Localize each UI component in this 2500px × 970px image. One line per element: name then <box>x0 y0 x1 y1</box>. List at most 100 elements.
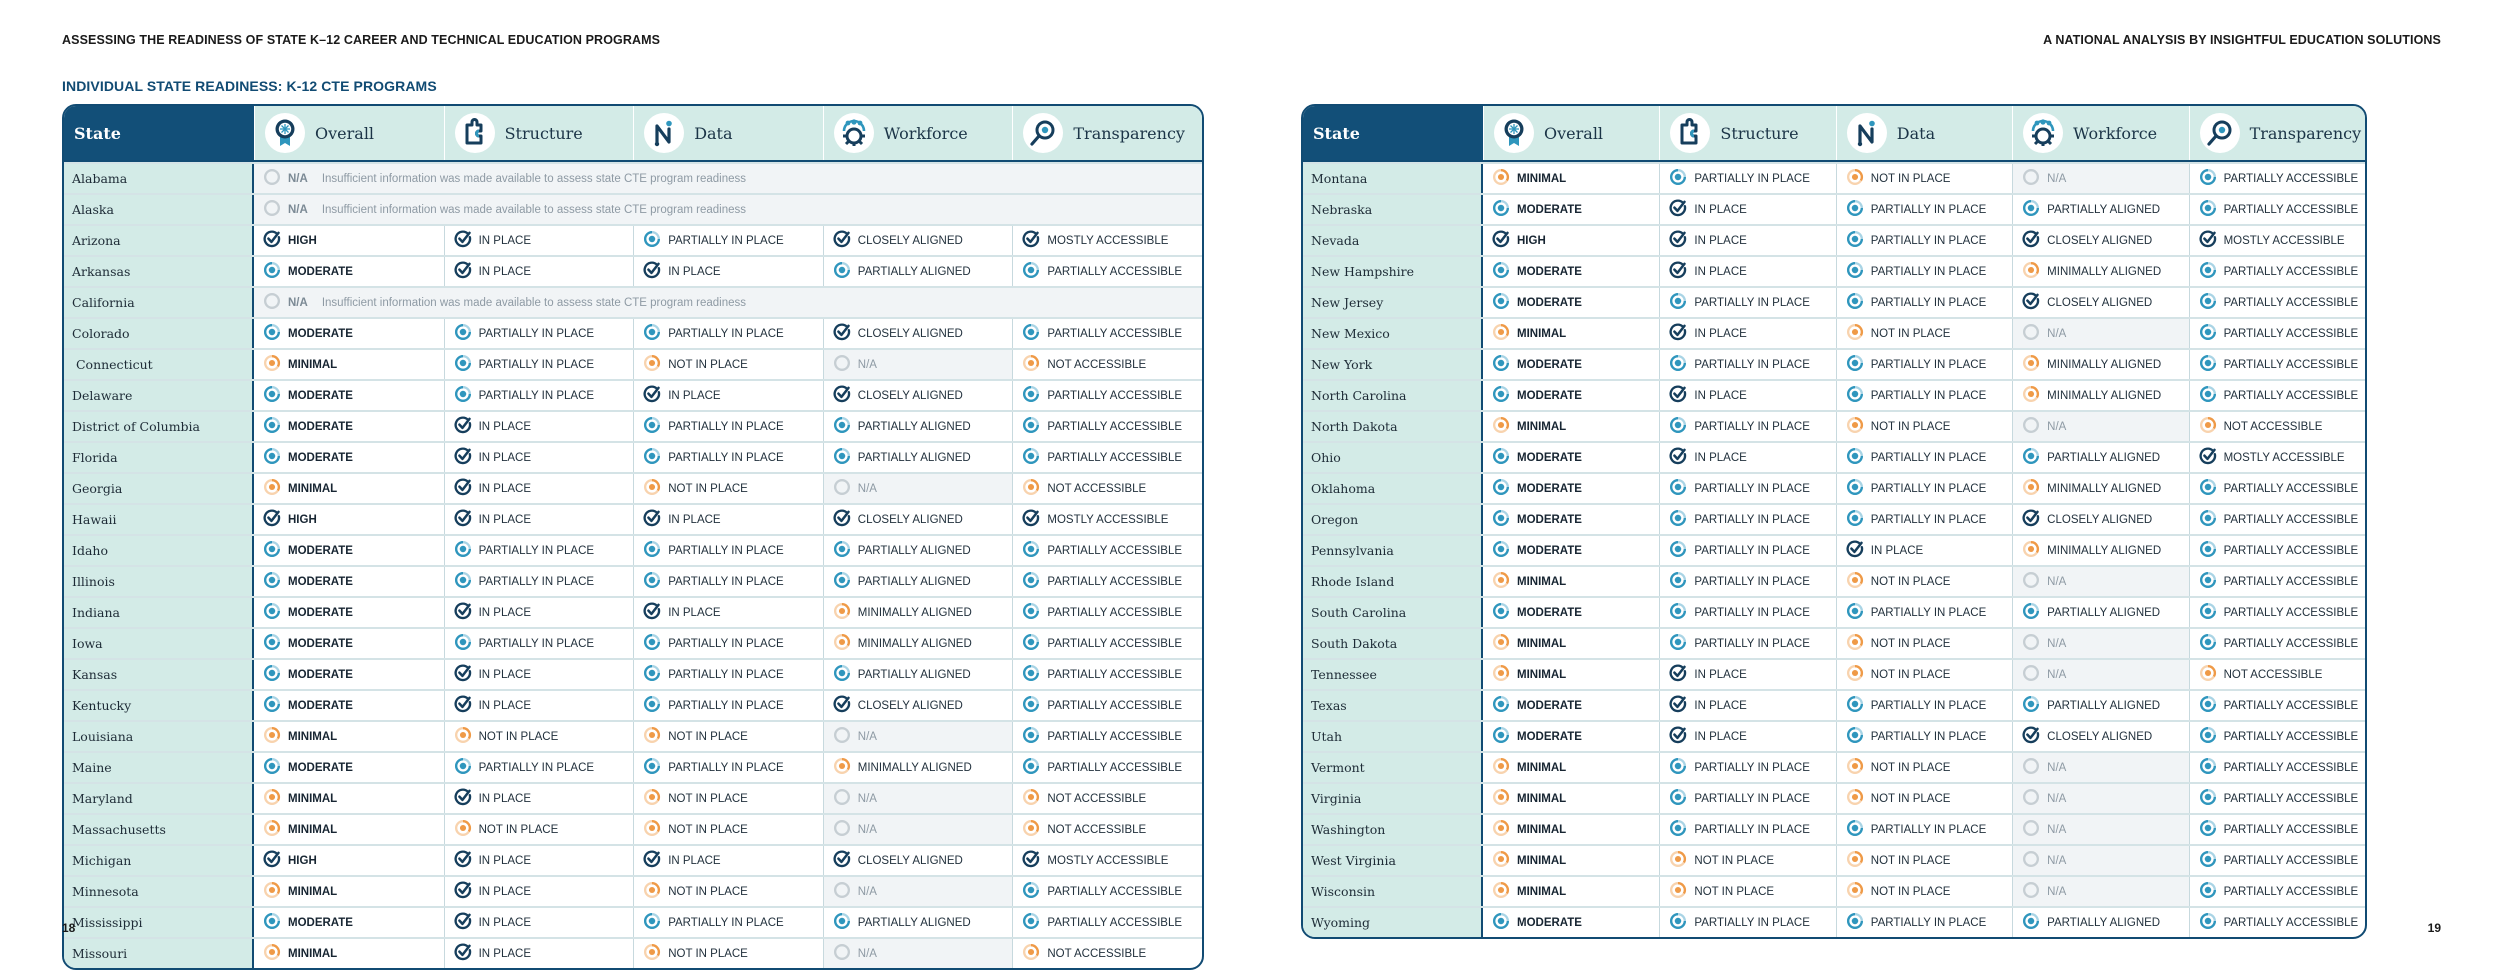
rating-label: PARTIALLY IN PLACE <box>1870 203 1987 216</box>
rating-cell-data: PARTIALLY IN PLACE <box>1835 691 2012 720</box>
rating-label: N/A <box>2047 854 2067 867</box>
rating-cell-data: NOT IN PLACE <box>1835 753 2012 782</box>
blue-ring-icon <box>1492 726 1510 747</box>
rating-cell-workforce: PARTIALLY ALIGNED <box>822 443 1013 472</box>
rating-label: NOT IN PLACE <box>668 482 748 495</box>
rating-cell-overall: HIGH <box>254 505 444 534</box>
table-row: Wyoming MODERATE PARTIALLY IN PLACE PARTIAL… <box>1303 906 2365 937</box>
rating-label: MINIMALLY ALIGNED <box>857 637 972 650</box>
rating-cell-data: PARTIALLY IN PLACE <box>1835 722 2012 751</box>
blue-ring-icon <box>2022 447 2040 468</box>
table-row: Florida MODERATE IN PLACE PARTIALLY IN PLAC… <box>64 441 1202 472</box>
rating-label: IN PLACE <box>1694 699 1747 712</box>
empty-ring-icon <box>833 943 851 964</box>
rating-label: MINIMAL <box>288 358 338 371</box>
empty-ring-icon <box>2022 664 2040 685</box>
orange-ring-icon <box>263 819 281 840</box>
rating-cell-structure: PARTIALLY IN PLACE <box>443 629 634 658</box>
rating-label: PARTIALLY ALIGNED <box>857 544 971 557</box>
rating-cell-data: PARTIALLY IN PLACE <box>1835 257 2012 286</box>
rating-cell-overall: MODERATE <box>1483 257 1659 286</box>
state-name: California <box>64 288 254 317</box>
blue-ring-icon <box>263 261 281 282</box>
rating-label: PARTIALLY IN PLACE <box>1870 482 1987 495</box>
blue-ring-icon <box>1846 509 1864 530</box>
orange-ring-icon <box>1492 633 1510 654</box>
state-name: Connecticut <box>64 350 254 379</box>
blue-ring-icon <box>2199 726 2217 747</box>
blue-ring-icon <box>1846 230 1864 251</box>
rating-cell-structure: PARTIALLY IN PLACE <box>1659 474 1835 503</box>
na-label: N/A <box>288 172 308 185</box>
rating-label: N/A <box>857 482 877 495</box>
orange-ring-icon <box>1022 478 1040 499</box>
blue-ring-icon <box>643 571 661 592</box>
rating-cell-data: NOT IN PLACE <box>633 474 823 503</box>
running-head-right: A NATIONAL ANALYSIS BY INSIGHTFUL EDUCAT… <box>2043 33 2441 47</box>
rating-label: MOSTLY ACCESSIBLE <box>2223 451 2345 464</box>
blue-ring-icon <box>454 385 472 406</box>
state-column-header: State <box>64 106 254 160</box>
table-row: North Carolina MODERATE IN PLACE PARTIALLY … <box>1303 379 2365 410</box>
state-name: Ohio <box>1303 443 1483 472</box>
rating-label: PARTIALLY ACCESSIBLE <box>1047 916 1183 929</box>
orange-ring-icon <box>1669 881 1687 902</box>
table-row: Iowa MODERATE PARTIALLY IN PLACE PARTIALLY … <box>64 627 1202 658</box>
rating-label: MINIMAL <box>1517 854 1567 867</box>
rating-label: MINIMAL <box>288 823 338 836</box>
rating-cell-structure: PARTIALLY IN PLACE <box>1659 288 1835 317</box>
state-name: Colorado <box>64 319 254 348</box>
rating-cell-structure: IN PLACE <box>443 226 634 255</box>
rating-label: NOT IN PLACE <box>1694 885 1775 898</box>
rating-cell-workforce: CLOSELY ALIGNED <box>2012 722 2188 751</box>
state-name: Michigan <box>64 846 254 875</box>
rating-label: PARTIALLY IN PLACE <box>1870 265 1987 278</box>
rating-label: N/A <box>2047 637 2067 650</box>
check-icon <box>454 261 472 282</box>
check-icon <box>454 881 472 902</box>
rating-cell-transparency: PARTIALLY ACCESSIBLE <box>2188 288 2365 317</box>
rating-label: PARTIALLY ACCESSIBLE <box>2223 792 2359 805</box>
rating-label: CLOSELY ALIGNED <box>2047 296 2153 309</box>
rating-label: MINIMAL <box>1517 668 1567 681</box>
check-icon <box>454 447 472 468</box>
rating-label: PARTIALLY IN PLACE <box>1870 234 1987 247</box>
check-icon <box>833 323 851 344</box>
rating-cell-workforce: MINIMALLY ALIGNED <box>822 598 1013 627</box>
page-number-left: 18 <box>62 921 76 935</box>
column-header-label: Transparency <box>2249 123 2362 143</box>
blue-ring-icon <box>2199 261 2217 282</box>
blue-ring-icon <box>2199 881 2217 902</box>
rating-cell-workforce: MINIMALLY ALIGNED <box>2012 474 2188 503</box>
blue-ring-icon <box>2199 509 2217 530</box>
rating-cell-transparency: PARTIALLY ACCESSIBLE <box>1012 381 1202 410</box>
blue-ring-icon <box>643 447 661 468</box>
rating-cell-data: IN PLACE <box>633 846 823 875</box>
rating-label: MODERATE <box>1517 203 1582 216</box>
rating-label: PARTIALLY IN PLACE <box>668 916 784 929</box>
empty-ring-icon <box>2022 416 2040 437</box>
rating-cell-structure: NOT IN PLACE <box>1659 877 1835 906</box>
orange-ring-icon <box>643 788 661 809</box>
blue-ring-icon <box>2022 199 2040 220</box>
rating-label: IN PLACE <box>1694 389 1747 402</box>
rating-label: MINIMAL <box>288 792 338 805</box>
state-name: Virginia <box>1303 784 1483 813</box>
check-icon <box>263 850 281 871</box>
orange-ring-icon <box>2022 540 2040 561</box>
rating-cell-overall: MODERATE <box>1483 691 1659 720</box>
rating-label: MODERATE <box>288 451 353 464</box>
rating-label: IN PLACE <box>1694 668 1747 681</box>
rating-label: PARTIALLY ACCESSIBLE <box>2223 482 2359 495</box>
rating-label: PARTIALLY IN PLACE <box>668 699 784 712</box>
rating-cell-structure: PARTIALLY IN PLACE <box>443 753 634 782</box>
rating-cell-structure: IN PLACE <box>1659 722 1835 751</box>
rating-label: N/A <box>2047 823 2067 836</box>
empty-ring-icon <box>2022 168 2040 189</box>
check-icon <box>643 385 661 406</box>
rating-cell-transparency: MOSTLY ACCESSIBLE <box>1012 505 1202 534</box>
rating-label: PARTIALLY ACCESSIBLE <box>1047 389 1183 402</box>
rating-label: MODERATE <box>288 637 353 650</box>
rating-cell-overall: MODERATE <box>254 598 444 627</box>
rating-cell-structure: IN PLACE <box>443 412 634 441</box>
